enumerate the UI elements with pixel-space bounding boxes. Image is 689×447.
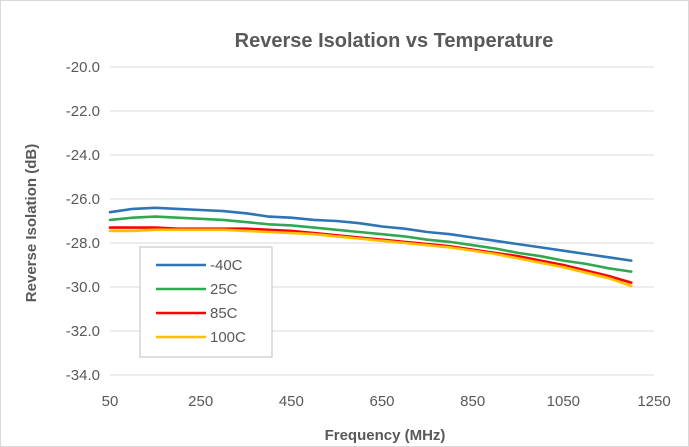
x-axis-label: Frequency (MHz) xyxy=(325,427,446,444)
series-line-100c xyxy=(108,228,633,288)
gridlines xyxy=(110,66,654,376)
x-axis-tick-labels: 50 250 450 650 850 1050 1250 xyxy=(102,393,671,410)
y-tick-label: -22.0 xyxy=(66,103,100,120)
x-tick-label: 850 xyxy=(460,393,485,410)
legend: -40C 25C 85C 100C xyxy=(139,246,273,358)
x-tick-label: 1050 xyxy=(547,393,580,410)
series-line--40c xyxy=(108,206,633,262)
y-tick-label: -32.0 xyxy=(66,323,100,340)
y-tick-label: -26.0 xyxy=(66,191,100,208)
legend-label: 100C xyxy=(210,329,246,346)
legend-box xyxy=(139,246,273,358)
y-tick-label: -20.0 xyxy=(66,59,100,76)
legend-label: 25C xyxy=(210,281,238,298)
x-tick-label: 1250 xyxy=(637,393,670,410)
y-axis-tick-labels: -20.0 -22.0 -24.0 -26.0 -28.0 -30.0 -32.0 -34.0 xyxy=(66,59,100,384)
y-tick-label: -34.0 xyxy=(66,367,100,384)
legend-label: 85C xyxy=(210,305,238,322)
series-lines xyxy=(108,206,633,288)
y-tick-label: -28.0 xyxy=(66,235,100,252)
legend-label: -40C xyxy=(210,257,243,274)
x-tick-label: 450 xyxy=(279,393,304,410)
x-tick-label: 650 xyxy=(369,393,394,410)
y-axis-label: Reverse Isolation (dB) xyxy=(23,144,40,302)
series-line-25c xyxy=(108,215,633,273)
x-tick-label: 250 xyxy=(188,393,213,410)
x-tick-label: 50 xyxy=(102,393,119,410)
y-tick-label: -30.0 xyxy=(66,279,100,296)
chart-title: Reverse Isolation vs Temperature xyxy=(235,30,554,52)
y-tick-label: -24.0 xyxy=(66,147,100,164)
